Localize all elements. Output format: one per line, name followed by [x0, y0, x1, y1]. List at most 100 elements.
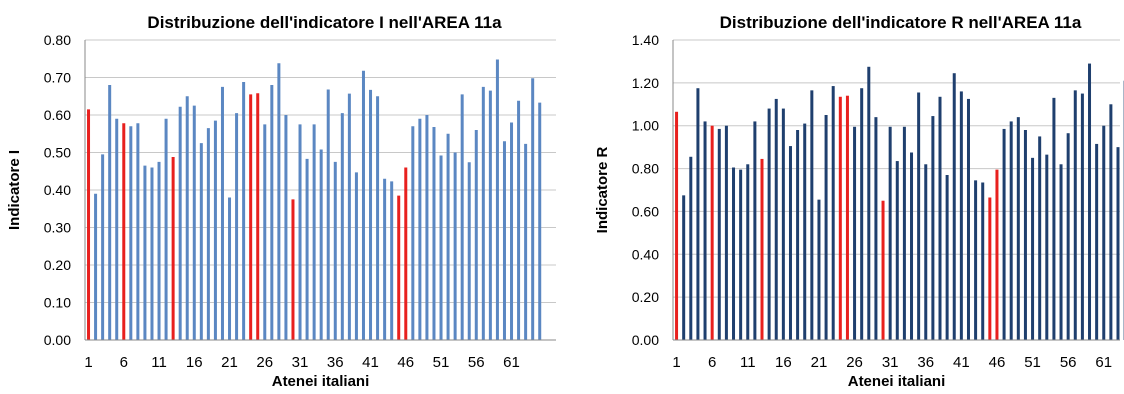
y-tick-label: 0.40: [44, 182, 71, 198]
bar: [1117, 147, 1120, 340]
bar: [348, 94, 351, 340]
x-tick-label: 46: [397, 354, 414, 371]
bar: [390, 181, 393, 340]
bar: [917, 93, 920, 341]
x-tick-label: 36: [917, 354, 934, 371]
bar: [369, 90, 372, 340]
bar: [306, 159, 309, 340]
bar: [284, 115, 287, 340]
bar: [889, 127, 892, 340]
bar: [242, 82, 245, 340]
x-tick-label: 1: [672, 354, 680, 371]
bar: [362, 71, 365, 340]
bar: [299, 124, 302, 340]
bar-highlight: [404, 168, 407, 341]
bar: [207, 128, 210, 340]
bar: [682, 195, 685, 340]
bar: [924, 164, 927, 340]
bar: [179, 107, 182, 340]
x-tick-label: 6: [708, 354, 716, 371]
y-tick-label: 1.40: [632, 32, 659, 48]
bar-highlight: [995, 170, 998, 340]
bar: [768, 109, 771, 340]
bar: [1095, 144, 1098, 340]
bar: [1074, 90, 1077, 340]
bar: [482, 87, 485, 340]
bar: [1024, 130, 1027, 340]
bar: [461, 94, 464, 340]
bar: [440, 156, 443, 341]
bar: [108, 85, 111, 340]
y-axis-label: Indicatore R: [594, 146, 611, 233]
bar: [803, 124, 806, 340]
bar: [277, 63, 280, 340]
y-tick-label: 0.50: [44, 145, 71, 161]
y-tick-label: 0.60: [632, 203, 659, 219]
bar: [1003, 129, 1006, 340]
bar: [732, 168, 735, 341]
bar: [739, 170, 742, 340]
chart-title: Distribuzione dell'indicatore I nell'ARE…: [147, 13, 502, 32]
bar: [689, 157, 692, 340]
bar: [1010, 121, 1013, 340]
y-axis-label: Indicatore I: [6, 150, 23, 230]
x-tick-label: 21: [811, 354, 828, 371]
bar: [1038, 136, 1041, 340]
bar: [158, 162, 161, 340]
x-tick-label: 1: [84, 354, 92, 371]
chart-title: Distribuzione dell'indicatore R nell'ARE…: [720, 13, 1082, 32]
bar: [150, 168, 153, 341]
bar: [383, 179, 386, 340]
bar-highlight: [87, 109, 90, 340]
bar: [953, 73, 956, 340]
bar: [503, 141, 506, 340]
bar: [782, 109, 785, 340]
x-tick-label: 61: [1095, 354, 1112, 371]
y-tick-label: 1.20: [632, 75, 659, 91]
bar: [867, 67, 870, 340]
bar: [200, 143, 203, 340]
bar: [475, 130, 478, 340]
bar: [981, 183, 984, 341]
bar: [115, 119, 118, 340]
bar: [1067, 133, 1070, 340]
bar: [874, 117, 877, 340]
x-tick-label: 6: [120, 354, 128, 371]
bar: [860, 88, 863, 340]
bar: [538, 103, 541, 340]
bar: [832, 86, 835, 340]
bar: [725, 126, 728, 340]
bar: [939, 97, 942, 340]
bar-highlight: [249, 94, 252, 340]
bar: [524, 144, 527, 340]
bar: [1102, 126, 1105, 340]
bar-highlight: [291, 199, 294, 340]
bar: [214, 121, 217, 340]
bar: [704, 121, 707, 340]
x-axis-label: Atenei italiani: [272, 373, 370, 389]
x-tick-label: 41: [953, 354, 970, 371]
bar: [418, 119, 421, 340]
bar: [136, 123, 139, 340]
bar-highlight: [761, 159, 764, 340]
x-tick-label: 56: [468, 354, 485, 371]
bar: [974, 180, 977, 340]
bar: [432, 127, 435, 340]
x-tick-label: 21: [221, 354, 238, 371]
y-tick-label: 0.20: [44, 257, 71, 273]
y-tick-label: 1.00: [632, 118, 659, 134]
y-tick-label: 0.00: [44, 332, 71, 348]
bar: [1060, 164, 1063, 340]
bar: [531, 78, 534, 340]
bar: [165, 119, 168, 340]
bar: [810, 90, 813, 340]
bar: [143, 166, 146, 340]
x-tick-label: 16: [186, 354, 203, 371]
bar: [313, 124, 316, 340]
y-tick-label: 0.40: [632, 246, 659, 262]
bar: [355, 172, 358, 340]
bar: [1045, 155, 1048, 340]
x-tick-label: 11: [151, 354, 167, 371]
bar: [193, 106, 196, 340]
y-tick-label: 0.80: [44, 32, 71, 48]
